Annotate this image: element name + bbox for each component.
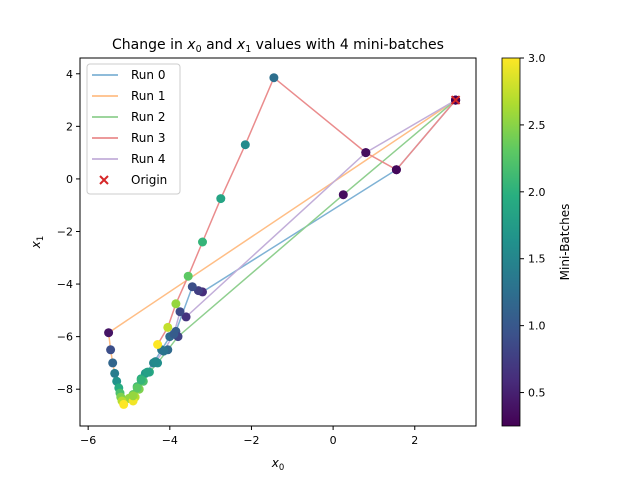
y-axis: −8 −6 −4 −2 0 2 4 [57, 68, 80, 396]
legend-label: Run 1 [131, 89, 165, 103]
data-point-run-1 [106, 345, 116, 355]
y-tick-label: −4 [57, 278, 73, 291]
data-point-run-0 [187, 282, 197, 292]
legend-label: Run 4 [131, 152, 165, 166]
colorbar-tick-label: 2.5 [528, 119, 546, 132]
plot-area-frame [79, 57, 477, 427]
data-point-run-4 [181, 312, 191, 322]
x-axis-label: x0 [271, 456, 285, 473]
data-point-run-1 [110, 368, 120, 378]
chart-title: Change in x0 and x1 values with 4 mini-b… [112, 37, 444, 55]
series-line-run-2 [132, 99, 457, 402]
y-axis-label: x1 [29, 236, 46, 250]
data-point-run-3 [269, 73, 279, 83]
data-point-run-4 [169, 329, 179, 339]
data-point-run-1 [104, 328, 114, 338]
data-point-run-3 [171, 299, 181, 309]
legend: Run 0 Run 1 Run 2 Run 3 Run 4 Origin [86, 63, 181, 195]
origin-marker [450, 95, 461, 105]
y-tick-label: 0 [66, 173, 73, 186]
data-point-run-4 [159, 346, 169, 356]
x-tick-label: 2 [411, 434, 418, 447]
data-point-run-4 [142, 367, 152, 377]
x-tick-label: −4 [162, 434, 178, 447]
legend-label: Origin [131, 173, 167, 187]
data-point-run-1 [119, 399, 129, 409]
data-point-run-3 [240, 140, 250, 150]
y-tick-label: 4 [66, 68, 73, 81]
legend-label: Run 0 [131, 68, 165, 82]
colorbar-tick-label: 2.0 [528, 186, 546, 199]
x-axis: −6 −4 −2 0 2 [80, 426, 418, 447]
legend-origin-marker [99, 175, 109, 185]
colorbar: 0.5 1.0 1.5 2.0 2.5 3.0 Mini-Batches [501, 52, 572, 427]
series-line-run-4 [132, 99, 456, 397]
colorbar-tick-label: 3.0 [528, 52, 546, 65]
x-tick-label: −6 [80, 434, 96, 447]
origin-x-marker [450, 95, 461, 105]
colorbar-tick-label: 1.5 [528, 253, 546, 266]
legend-label: Run 3 [131, 131, 165, 145]
data-point-run-3 [153, 340, 163, 349]
data-point-run-3 [391, 165, 401, 175]
data-point-run-3 [216, 194, 226, 204]
y-tick-label: −2 [57, 225, 73, 238]
data-point-run-2 [338, 190, 348, 200]
data-point-run-3 [198, 237, 207, 247]
data-point-run-4 [136, 375, 146, 385]
x-tick-label: 0 [330, 434, 337, 447]
colorbar-label: Mini-Batches [558, 204, 572, 281]
data-point-run-4 [128, 391, 138, 401]
data-point-run-1 [108, 358, 118, 368]
data-point-run-3 [163, 322, 173, 332]
colorbar-gradient [501, 57, 521, 427]
colorbar-tick-label: 0.5 [528, 387, 546, 400]
data-point-run-4 [132, 383, 142, 393]
data-point-run-4 [361, 148, 371, 158]
data-point-run-4 [151, 357, 160, 367]
y-tick-label: 2 [66, 120, 73, 133]
y-tick-label: −8 [57, 383, 73, 396]
x-tick-label: −2 [243, 434, 259, 447]
series-line-run-3 [156, 76, 457, 345]
data-point-run-4 [175, 307, 185, 317]
data-point-run-3 [183, 271, 193, 281]
colorbar-tick-label: 1.0 [528, 320, 546, 333]
y-tick-label: −6 [57, 331, 73, 344]
legend-label: Run 2 [131, 110, 165, 124]
